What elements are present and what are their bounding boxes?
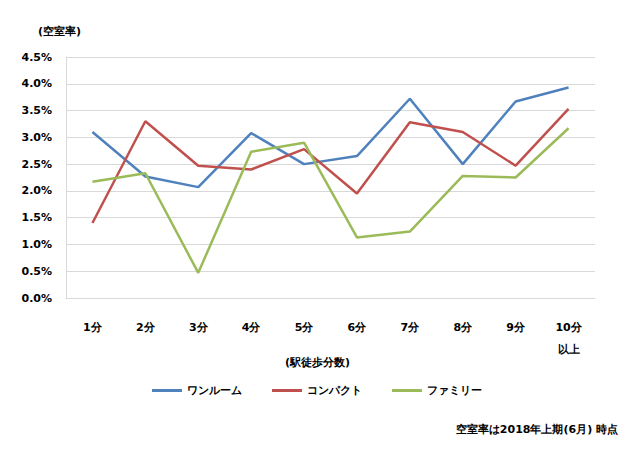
svg-text:2.5%: 2.5%	[21, 158, 52, 171]
svg-text:以上: 以上	[558, 343, 580, 356]
svg-text:3分: 3分	[189, 321, 209, 334]
svg-text:2.0%: 2.0%	[21, 184, 52, 197]
svg-text:0.5%: 0.5%	[21, 265, 52, 278]
svg-text:3.5%: 3.5%	[21, 104, 52, 117]
svg-text:1分: 1分	[83, 321, 103, 334]
svg-text:4.0%: 4.0%	[21, 77, 52, 90]
svg-text:ワンルーム: ワンルーム	[187, 384, 242, 397]
svg-text:0.0%: 0.0%	[21, 292, 52, 305]
svg-text:3.0%: 3.0%	[21, 131, 52, 144]
svg-text:6分: 6分	[348, 321, 368, 334]
svg-text:10分: 10分	[555, 321, 582, 334]
svg-text:(空室率): (空室率)	[38, 25, 81, 38]
svg-text:4分: 4分	[242, 321, 262, 334]
svg-text:1.5%: 1.5%	[21, 211, 52, 224]
svg-text:9分: 9分	[506, 321, 526, 334]
svg-text:8分: 8分	[453, 321, 473, 334]
svg-text:2分: 2分	[136, 321, 156, 334]
svg-text:空室率は2018年上期(6月) 時点: 空室率は2018年上期(6月) 時点	[456, 423, 618, 436]
svg-text:コンパクト: コンパクト	[307, 384, 362, 397]
svg-text:7分: 7分	[401, 321, 421, 334]
svg-text:ファミリー: ファミリー	[427, 384, 482, 397]
svg-text:4.5%: 4.5%	[21, 51, 52, 64]
svg-text:1.0%: 1.0%	[21, 238, 52, 251]
svg-text:5分: 5分	[295, 321, 315, 334]
svg-text:(駅徒歩分数): (駅徒歩分数)	[285, 356, 350, 369]
